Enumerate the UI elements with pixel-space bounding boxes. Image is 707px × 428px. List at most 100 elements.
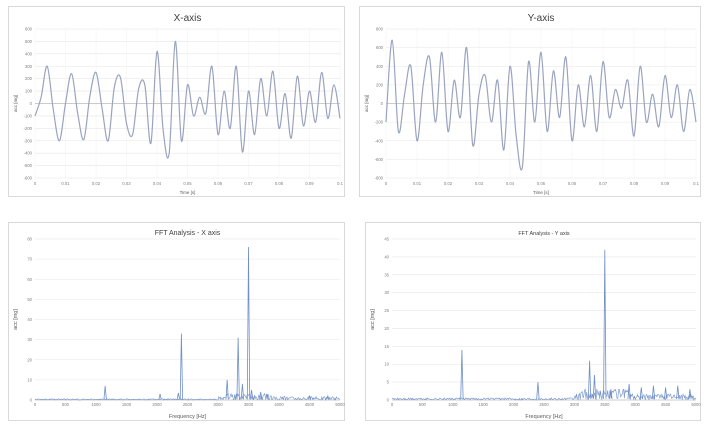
x-tick-label: 0.06 [214, 181, 223, 186]
series-line [385, 39, 697, 171]
x-tick-label: 0 [34, 402, 37, 407]
chart-svg: Y-axis -800 -600 -400 -200 0 200 400 600 800 0 0.01… [364, 13, 700, 195]
x-tick-label: 4000 [631, 402, 641, 407]
fft-y-axis-chart: FFT Analysis - Y axis 0 5 10 15 20 25 30 35 40 45 0… [365, 222, 701, 421]
x-tick-label: 1000 [448, 402, 458, 407]
x-tick-label: 4000 [274, 402, 284, 407]
spectrum-peak [176, 392, 180, 400]
x-tick-label: 5000 [691, 402, 701, 407]
y-tick-label: -400 [375, 138, 384, 143]
spectrum-peak [536, 382, 540, 399]
y-tick-label: 15 [384, 344, 389, 349]
y-tick-label: 70 [27, 257, 32, 262]
x-tick-label: 4500 [661, 402, 671, 407]
y-tick-label: -100 [24, 113, 33, 118]
x-tick-label: 0.09 [661, 181, 670, 186]
y-tick-label: -400 [24, 151, 33, 156]
x-tick-label: 5000 [335, 402, 345, 407]
y-tick-label: -200 [375, 120, 384, 125]
x-axis-label: Time [s] [180, 190, 196, 195]
noise-floor [34, 392, 341, 402]
spectrum-peak [627, 383, 631, 399]
y-tick-label: 100 [25, 89, 33, 94]
chart-svg: FFT Analysis - X axis 0 10 20 30 40 50 60 70 80 0 5… [13, 230, 345, 420]
spectrum-peak [592, 374, 597, 399]
x-tick-label: 0.09 [305, 181, 314, 186]
x-tick-label: 500 [62, 402, 70, 407]
x-tick-label: 1000 [91, 402, 101, 407]
y-tick-label: 0 [30, 398, 33, 403]
y-tick-label: 25 [384, 308, 389, 313]
x-tick-label: 1500 [122, 402, 132, 407]
x-tick-label: 0.06 [568, 181, 577, 186]
x-tick-label: 2500 [539, 402, 549, 407]
y-tick-label: -200 [24, 126, 33, 131]
y-tick-label: 0 [381, 101, 384, 106]
x-tick-label: 500 [419, 402, 427, 407]
spectrum-peak [688, 389, 692, 399]
y-tick-label: -600 [375, 157, 384, 162]
y-tick-label: 35 [384, 272, 389, 277]
x-axis-time-chart: X-axis -600 -500 -400 -300 -200 -100 0 100 200 300… [8, 6, 345, 197]
y-tick-label: 50 [27, 297, 32, 302]
x-tick-label: 0.03 [475, 181, 484, 186]
spectrum-peak [246, 247, 251, 400]
y-tick-label: 80 [27, 237, 32, 242]
x-tick-label: 0.1 [693, 181, 699, 186]
chart-title: Y-axis [528, 13, 555, 24]
x-tick-label: 3000 [213, 402, 223, 407]
y-tick-label: 200 [376, 82, 384, 87]
y-tick-label: 45 [384, 237, 389, 242]
x-tick-label: 0 [385, 181, 388, 186]
y-tick-label: 200 [25, 76, 33, 81]
x-tick-label: 0.02 [444, 181, 453, 186]
y-tick-label: 60 [27, 277, 32, 282]
x-tick-label: 0.07 [244, 181, 253, 186]
spectrum-peak [259, 391, 263, 400]
fft-x-axis-chart: FFT Analysis - X axis 0 10 20 30 40 50 60 70 80 0 5… [8, 222, 345, 421]
spectrum-peak [460, 349, 464, 399]
y-tick-label: -500 [24, 163, 33, 168]
y-tick-label: 10 [384, 362, 389, 367]
x-tick-label: 0 [391, 402, 394, 407]
x-tick-label: 0.08 [275, 181, 284, 186]
x-tick-label: 3500 [600, 402, 610, 407]
y-tick-label: -800 [375, 176, 384, 181]
x-tick-label: 4500 [305, 402, 315, 407]
spectrum-peak [609, 389, 613, 399]
y-tick-label: 500 [25, 39, 33, 44]
y-tick-label: 800 [376, 27, 384, 32]
spectrum-peak [651, 385, 656, 399]
chart-title: X-axis [174, 13, 202, 24]
chart-svg: FFT Analysis - Y axis0510152025303540450… [370, 231, 701, 420]
x-tick-label: 2000 [509, 402, 519, 407]
spectrum-peak [103, 385, 107, 400]
spectrum-peak [639, 387, 643, 399]
spectrum-peak [240, 383, 244, 400]
chart-title: FFT Analysis - X axis [155, 230, 221, 237]
x-tick-label: 0.02 [92, 181, 101, 186]
x-tick-label: 0.05 [183, 181, 192, 186]
spectrum-peak [179, 333, 183, 400]
x-axis-label: Time [s] [533, 190, 549, 195]
y-tick-label: 0 [387, 398, 390, 403]
y-tick-label: 20 [27, 357, 32, 362]
spectrum-peak [664, 387, 668, 399]
y-axis-time-chart: Y-axis -800 -600 -400 -200 0 200 400 600 800 0 0.01… [359, 6, 701, 197]
x-tick-label: 2500 [183, 402, 193, 407]
x-tick-label: 0.04 [153, 181, 162, 186]
x-tick-label: 0.04 [506, 181, 515, 186]
chart-title: FFT Analysis - Y axis [518, 231, 570, 237]
y-tick-label: 40 [27, 317, 32, 322]
spectrum-peak [158, 393, 162, 400]
x-tick-label: 0.08 [630, 181, 639, 186]
spectrum-peak [236, 337, 240, 400]
y-tick-label: 300 [25, 64, 33, 69]
x-tick-label: 0 [34, 181, 37, 186]
spectrum-peak [265, 393, 269, 400]
y-axis-label: acc [mg] [364, 95, 369, 112]
spectrum-peak [225, 379, 229, 400]
x-tick-label: 0.05 [537, 181, 546, 186]
y-axis-label: acc [mg] [370, 309, 376, 330]
x-tick-label: 1500 [479, 402, 489, 407]
